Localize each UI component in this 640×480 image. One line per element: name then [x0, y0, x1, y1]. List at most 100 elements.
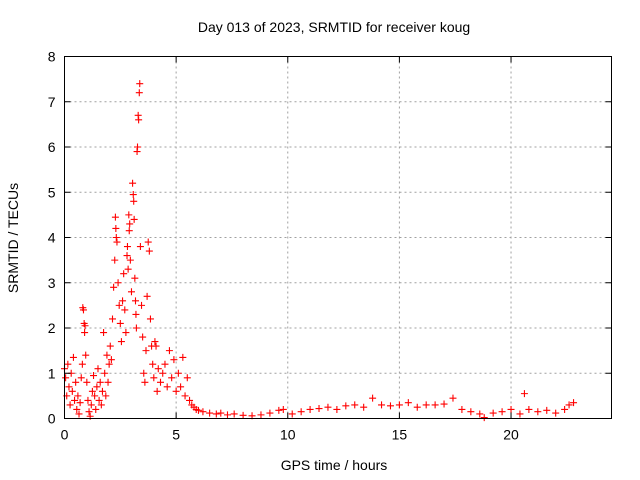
data-point — [132, 324, 140, 332]
data-point — [552, 409, 560, 417]
data-point — [561, 405, 569, 413]
data-points — [61, 80, 578, 422]
data-point — [565, 401, 573, 409]
data-point — [275, 406, 283, 414]
data-point — [85, 408, 93, 416]
data-point — [223, 411, 231, 419]
data-point — [141, 378, 149, 386]
data-point — [520, 390, 528, 398]
data-point — [76, 399, 84, 407]
data-point — [288, 410, 296, 418]
data-point — [96, 378, 104, 386]
plot-frame — [64, 56, 612, 419]
data-point — [212, 410, 220, 418]
data-point — [83, 378, 91, 386]
data-point — [543, 406, 551, 414]
data-point — [105, 360, 113, 368]
data-point — [449, 394, 457, 402]
data-point — [114, 279, 122, 287]
data-point — [143, 292, 151, 300]
data-point — [101, 369, 109, 377]
data-point — [113, 238, 121, 246]
data-point — [104, 378, 112, 386]
data-point — [131, 274, 139, 282]
y-axis-label: SRMTID / TECUs — [5, 183, 21, 293]
data-point — [145, 247, 153, 255]
data-point — [170, 356, 178, 364]
data-point — [77, 374, 85, 382]
data-point — [146, 315, 154, 323]
data-point — [163, 383, 171, 391]
data-point — [139, 333, 147, 341]
data-point — [186, 396, 194, 404]
x-axis-label: GPS time / hours — [281, 457, 388, 473]
data-point — [126, 220, 134, 228]
data-point — [404, 399, 412, 407]
data-point — [159, 369, 167, 377]
data-point — [103, 351, 111, 359]
data-point — [142, 347, 150, 355]
data-point — [81, 329, 89, 337]
data-point — [181, 392, 189, 400]
data-point — [413, 403, 421, 411]
data-point — [130, 197, 138, 205]
data-point — [92, 405, 100, 413]
data-point — [161, 360, 169, 368]
y-tick-label: 2 — [48, 320, 56, 336]
data-point — [480, 414, 488, 422]
data-point — [130, 215, 138, 223]
data-point — [138, 301, 146, 309]
data-point — [134, 143, 142, 151]
data-point — [194, 406, 202, 414]
data-point — [369, 394, 377, 402]
data-point — [79, 306, 87, 314]
data-point — [117, 338, 125, 346]
data-point — [75, 410, 83, 418]
y-tick-label: 4 — [48, 230, 56, 246]
data-point — [151, 338, 159, 346]
data-point — [82, 351, 90, 359]
data-point — [324, 403, 332, 411]
data-point — [386, 402, 394, 410]
data-point — [123, 243, 131, 251]
data-point — [119, 297, 127, 305]
data-point — [279, 405, 287, 413]
x-tick-labels: 0 5 10 15 20 — [61, 427, 519, 443]
data-point — [395, 401, 403, 409]
data-point — [422, 401, 430, 409]
data-point — [111, 256, 119, 264]
y-tick-label: 7 — [48, 94, 56, 110]
data-point — [135, 116, 143, 124]
data-point — [78, 360, 86, 368]
data-point — [94, 365, 102, 373]
data-point — [90, 372, 98, 380]
y-tick-label: 5 — [48, 184, 56, 200]
data-point — [64, 360, 72, 368]
data-point — [106, 342, 114, 350]
data-point — [127, 288, 135, 296]
x-tick-label: 5 — [172, 427, 180, 443]
chart-title: Day 013 of 2023, SRMTID for receiver kou… — [198, 19, 470, 35]
y-tick-label: 6 — [48, 139, 56, 155]
data-point — [123, 252, 131, 260]
data-point — [183, 374, 191, 382]
data-point — [115, 301, 123, 309]
data-point — [230, 410, 238, 418]
data-point — [525, 405, 533, 413]
data-point — [476, 410, 484, 418]
data-point — [489, 409, 497, 417]
data-point — [73, 405, 81, 413]
data-point — [74, 392, 82, 400]
data-point — [172, 387, 180, 395]
data-point — [129, 191, 137, 199]
data-point — [154, 365, 162, 373]
data-point — [112, 234, 120, 241]
data-point — [84, 396, 92, 404]
data-point — [507, 405, 515, 413]
data-point — [431, 401, 439, 409]
data-point — [150, 374, 158, 382]
data-point — [257, 411, 265, 419]
data-point — [168, 374, 176, 382]
data-point — [199, 408, 207, 416]
